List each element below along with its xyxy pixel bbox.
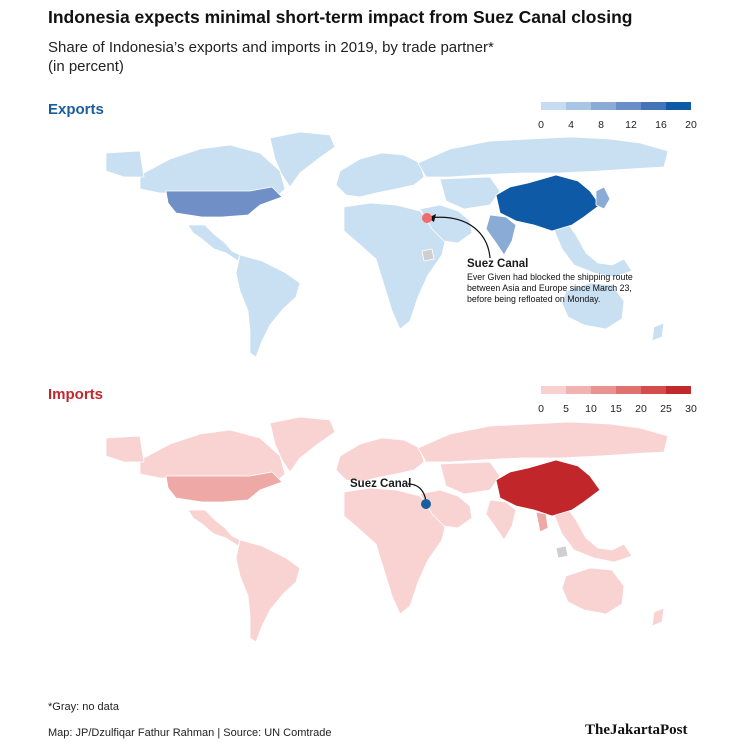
legend-swatch [616,102,641,110]
exports-suez-annotation [422,213,491,259]
imports-alaska [105,435,145,463]
exports-china [495,174,601,232]
legend-swatch [591,386,616,394]
exports-suez-label: Suez Canal [467,258,529,270]
exports-usa [165,186,283,218]
exports-suez-note-line: between Asia and Europe since March 23, [467,283,632,293]
brand-logo: TheJakartaPost [585,722,688,738]
legend-swatch [541,102,566,110]
legend-swatch [666,102,691,110]
legend-swatch [666,386,691,394]
legend-swatch [566,386,591,394]
legend-swatch [541,386,566,394]
exports-suez-marker [422,213,432,223]
legend-tick-label: 12 [625,119,637,131]
imports-europe [335,437,425,483]
exports-landmasses [105,131,669,358]
imports-suez-marker [421,499,431,509]
legend-tick-label: 0 [538,119,544,131]
exports-russia [417,136,669,178]
legend-swatch [641,102,666,110]
legend-swatch [641,386,666,394]
exports-new-zealand [651,322,665,342]
imports-india [485,499,517,541]
imports-no-data-patch [555,545,569,559]
legend-swatch [566,102,591,110]
imports-suez-annotation [407,483,431,509]
imports-greenland [269,416,336,473]
imports-thailand [535,511,549,533]
exports-india [485,214,517,256]
imports-africa [343,487,447,615]
imports-heading: Imports [48,386,104,403]
legend-swatches [541,386,691,394]
exports-suez-note-line: before being refloated on Monday. [467,294,601,304]
imports-russia [417,421,669,463]
legend-tick-label: 0 [538,403,544,415]
exports-south-america [235,254,301,358]
imports-landmasses [105,416,669,643]
exports-africa [343,202,447,330]
exports-heading: Exports [48,101,104,118]
chart-subtitle: Share of Indonesia’s exports and imports… [48,38,708,76]
chart-title: Indonesia expects minimal short-term imp… [48,7,633,27]
legend-tick-label: 25 [660,403,672,415]
legend-tick-label: 8 [598,119,604,131]
exports-suez-leader-line [427,216,491,259]
imports-china [495,459,601,517]
exports-southeast-asia [551,220,633,278]
exports-map [105,131,669,358]
legend-tick-label: 5 [563,403,569,415]
legend-swatch [591,102,616,110]
legend-tick-label: 20 [685,119,697,131]
imports-mexico-central-america [187,509,241,547]
legend-tick-label: 15 [610,403,622,415]
imports-southeast-asia [551,505,633,563]
footnote: *Gray: no data [48,701,119,713]
imports-australia [561,567,625,615]
imports-new-zealand [651,607,665,627]
legend-tick-label: 10 [585,403,597,415]
legend-swatches [541,102,691,110]
imports-south-america [235,539,301,643]
exports-greenland [269,131,336,188]
imports-suez-label: Suez Canal [350,478,412,490]
imports-central-asia [439,461,501,495]
legend-tick-label: 16 [655,119,667,131]
exports-europe [335,152,425,198]
imports-usa [165,471,283,503]
subtitle-line-2: (in percent) [48,58,124,75]
exports-suez-note: Ever Given had blocked the shipping rout… [467,272,667,305]
legend-tick-label: 4 [568,119,574,131]
exports-middle-east [419,204,473,244]
exports-legend: 0 4 8 12 16 20 [538,102,697,132]
exports-alaska [105,150,145,178]
imports-legend: 0 5 10 15 20 25 30 [538,386,697,416]
subtitle-line-1: Share of Indonesia’s exports and imports… [48,39,494,56]
exports-suez-note-line: Ever Given had blocked the shipping rout… [467,272,633,282]
legend-tick-label: 20 [635,403,647,415]
legend-tick-label: 30 [685,403,697,415]
exports-japan [595,186,611,210]
exports-no-data-patch [421,248,435,262]
source-credit: Map: JP/Dzulfiqar Fathur Rahman | Source… [48,727,332,739]
exports-central-asia [439,176,501,210]
exports-mexico-central-america [187,224,241,262]
legend-swatch [616,386,641,394]
imports-middle-east [419,489,473,529]
exports-australia [561,282,625,330]
imports-map [105,416,669,643]
